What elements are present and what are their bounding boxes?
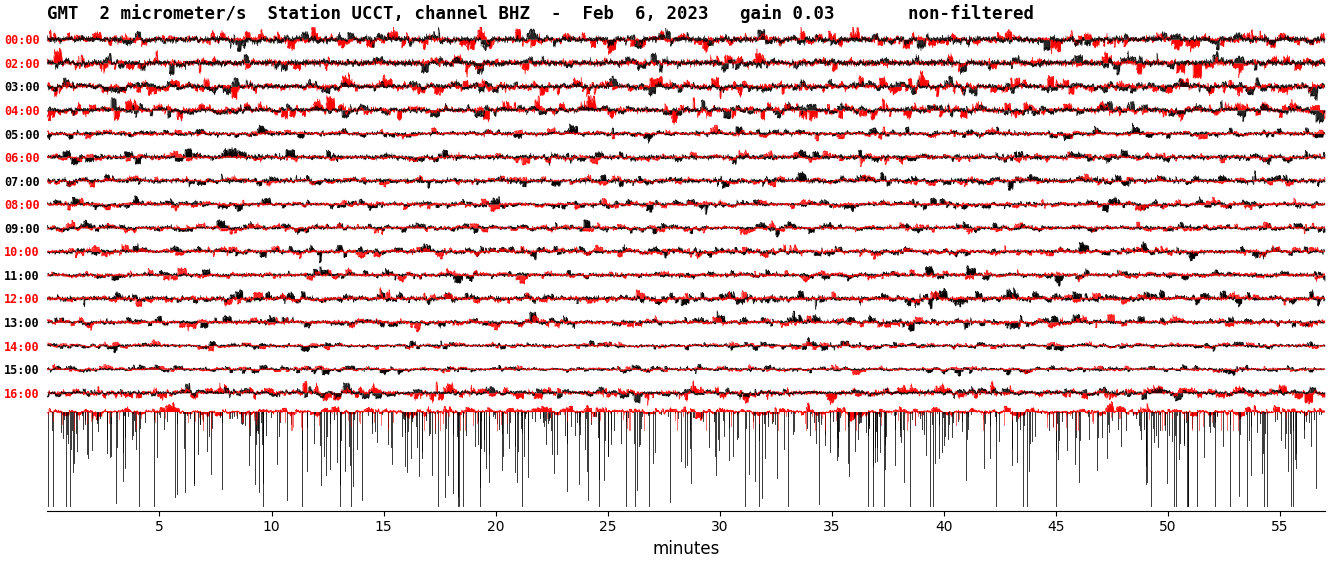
Text: GMT  2 micrometer/s  Station UCCT, channel BHZ  -  Feb  6, 2023   gain 0.03     : GMT 2 micrometer/s Station UCCT, channel… [48, 4, 1034, 23]
X-axis label: minutes: minutes [653, 540, 720, 558]
